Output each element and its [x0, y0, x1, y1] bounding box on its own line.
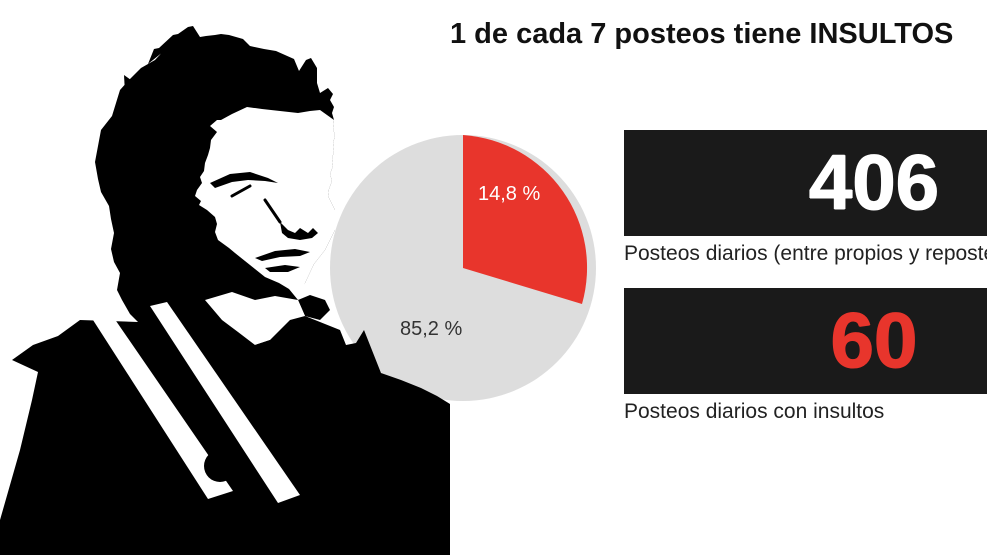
svg-text:14,8 %: 14,8 % [478, 183, 540, 205]
